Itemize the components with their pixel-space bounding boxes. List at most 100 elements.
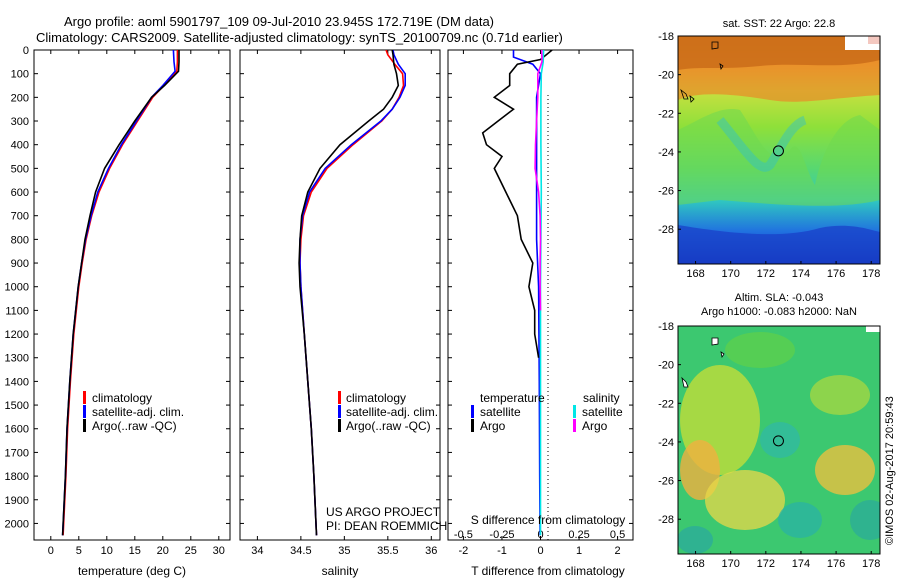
- depth-tick-label: 200: [11, 92, 29, 104]
- map-y-tick-label: -26: [658, 476, 674, 488]
- map-x-tick-label: 172: [757, 268, 775, 280]
- difference-legend: temperature salinity satellite Argo sate…: [471, 391, 623, 433]
- legend-label-t-satellite: satellite: [480, 405, 521, 419]
- legend-label-climatology: climatology: [346, 391, 406, 405]
- map-x-tick-label: 176: [827, 268, 845, 280]
- difference-x-tick-label: 1: [576, 545, 582, 557]
- credit-pi: PI: DEAN ROEMMICH: [326, 519, 447, 533]
- header-line1: Argo profile: aoml 5901797_109 09-Jul-20…: [64, 14, 494, 29]
- temperature-series: [61, 50, 180, 536]
- temperature-x-tick-label: 15: [129, 545, 141, 557]
- map-y-tick-label: -24: [658, 147, 674, 159]
- legend-swatch-s-argo: [573, 419, 576, 432]
- salinity-panel-frame: [239, 49, 441, 541]
- map-y-tick-label: -28: [658, 224, 674, 236]
- legend-swatch-t-argo: [471, 419, 474, 432]
- map-x-tick-label: 168: [686, 558, 704, 570]
- map-y-tick-label: -20: [658, 360, 674, 372]
- salinity-legend: climatology satellite-adj. clim. Argo(..…: [338, 391, 438, 433]
- depth-tick-label: 1400: [5, 376, 29, 388]
- map-x-tick-label: 176: [827, 558, 845, 570]
- legend-label-satellite: satellite-adj. clim.: [92, 405, 184, 419]
- sla-map-axes: 168 170 172 174 176 178 -18 -20 -22 -24 -26 -28: [658, 321, 880, 570]
- sst-map-axes: 168 170 172 174 176 178 -18 -20 -22 -24 -26 -28: [658, 31, 880, 280]
- map-x-tick-label: 174: [792, 558, 810, 570]
- depth-axis: 0 100 200 300 400 500 600 700 800 900 1000 1100 1200…: [5, 45, 633, 530]
- map-y-tick-label: -24: [658, 437, 674, 449]
- salinity-series: [298, 50, 407, 536]
- difference-x-tick-label: -2: [459, 545, 469, 557]
- sla-map-title1: Altim. SLA: -0.043: [735, 292, 824, 304]
- map-x-tick-label: 170: [722, 268, 740, 280]
- depth-tick-label: 0: [23, 45, 29, 57]
- imos-timestamp: ©IMOS 02-Aug-2017 20:59:43: [884, 396, 896, 545]
- temperature-legend: climatology satellite-adj. clim. Argo(..…: [83, 391, 184, 433]
- series-salinity-argo: [534, 50, 543, 311]
- series-argo-raw-qc-: [61, 50, 180, 536]
- depth-tick-label: 700: [11, 211, 29, 223]
- credit-project: US ARGO PROJECT: [326, 505, 441, 519]
- difference-x-tick-label: 2: [615, 545, 621, 557]
- legend-swatch-s-satellite: [573, 405, 576, 418]
- sst-map-title: sat. SST: 22 Argo: 22.8: [723, 18, 836, 30]
- s-difference-tick-label: 0.5: [610, 529, 625, 541]
- map-x-tick-label: 170: [722, 558, 740, 570]
- s-difference-label: S difference from climatology: [471, 513, 626, 527]
- map-y-tick-label: -28: [658, 514, 674, 526]
- depth-tick-label: 900: [11, 258, 29, 270]
- depth-tick-label: 800: [11, 234, 29, 246]
- depth-tick-label: 1700: [5, 447, 29, 459]
- depth-tick-label: 1100: [5, 305, 29, 317]
- t-difference-xlabel: T difference from climatology: [471, 564, 625, 578]
- series-salinity-satellite: [539, 50, 545, 536]
- t-difference-axis: -2 -1 0 1 2: [459, 50, 621, 557]
- salinity-x-tick-label: 36: [425, 545, 437, 557]
- legend-swatch-climatology: [338, 391, 341, 404]
- header-line2: Climatology: CARS2009. Satellite-adjuste…: [36, 30, 563, 45]
- map-x-tick-label: 168: [686, 268, 704, 280]
- salinity-axis: 34 34.5 35 35.5 36: [251, 50, 437, 557]
- depth-tick-label: 2000: [5, 518, 29, 530]
- series-satellite-adj-clim-: [299, 50, 407, 536]
- legend-swatch-t-satellite: [471, 405, 474, 418]
- depth-tick-label: 400: [11, 140, 29, 152]
- legend-label-argo: Argo(..raw -QC): [346, 419, 431, 433]
- series-temperature-argo: [481, 50, 553, 358]
- sla-map-frame: [677, 325, 881, 555]
- depth-tick-label: 1000: [5, 282, 29, 294]
- legend-label-t-argo: Argo: [480, 419, 506, 433]
- temperature-x-tick-label: 10: [101, 545, 113, 557]
- legend-title-salinity: salinity: [583, 391, 620, 405]
- series-argo-raw-qc-: [298, 50, 400, 536]
- map-x-tick-label: 172: [757, 558, 775, 570]
- s-difference-axis: -0.5 -0.25 0 0.25 0.5: [454, 529, 625, 541]
- island-outlines: [681, 337, 725, 388]
- temperature-xlabel: temperature (deg C): [78, 564, 186, 578]
- map-x-tick-label: 174: [792, 268, 810, 280]
- island-outlines: [680, 41, 724, 103]
- series-temperature-satellite: [512, 50, 542, 536]
- map-y-tick-label: -22: [658, 398, 674, 410]
- legend-label-climatology: climatology: [92, 391, 152, 405]
- temperature-x-tick-label: 25: [185, 545, 197, 557]
- temperature-x-tick-label: 5: [76, 545, 82, 557]
- map-x-tick-label: 178: [862, 268, 880, 280]
- legend-label-argo: Argo(..raw -QC): [92, 419, 177, 433]
- difference-series: [481, 50, 553, 536]
- difference-x-tick-label: -1: [497, 545, 507, 557]
- legend-swatch-climatology: [83, 391, 86, 404]
- series-climatology: [62, 50, 179, 536]
- series-satellite-adj-clim-: [61, 50, 176, 536]
- map-y-tick-label: -20: [658, 70, 674, 82]
- temperature-axis: 0 5 10 15 20 25 30: [48, 50, 225, 557]
- map-y-tick-label: -22: [658, 108, 674, 120]
- temperature-x-tick-label: 20: [157, 545, 169, 557]
- salinity-x-tick-label: 34: [251, 545, 263, 557]
- sst-map-frame: [677, 35, 881, 265]
- depth-tick-label: 1600: [5, 424, 29, 436]
- salinity-x-tick-label: 35.5: [377, 545, 398, 557]
- map-y-tick-label: -18: [658, 31, 674, 43]
- legend-title-temperature: temperature: [480, 391, 545, 405]
- s-difference-tick-label: 0.25: [568, 529, 589, 541]
